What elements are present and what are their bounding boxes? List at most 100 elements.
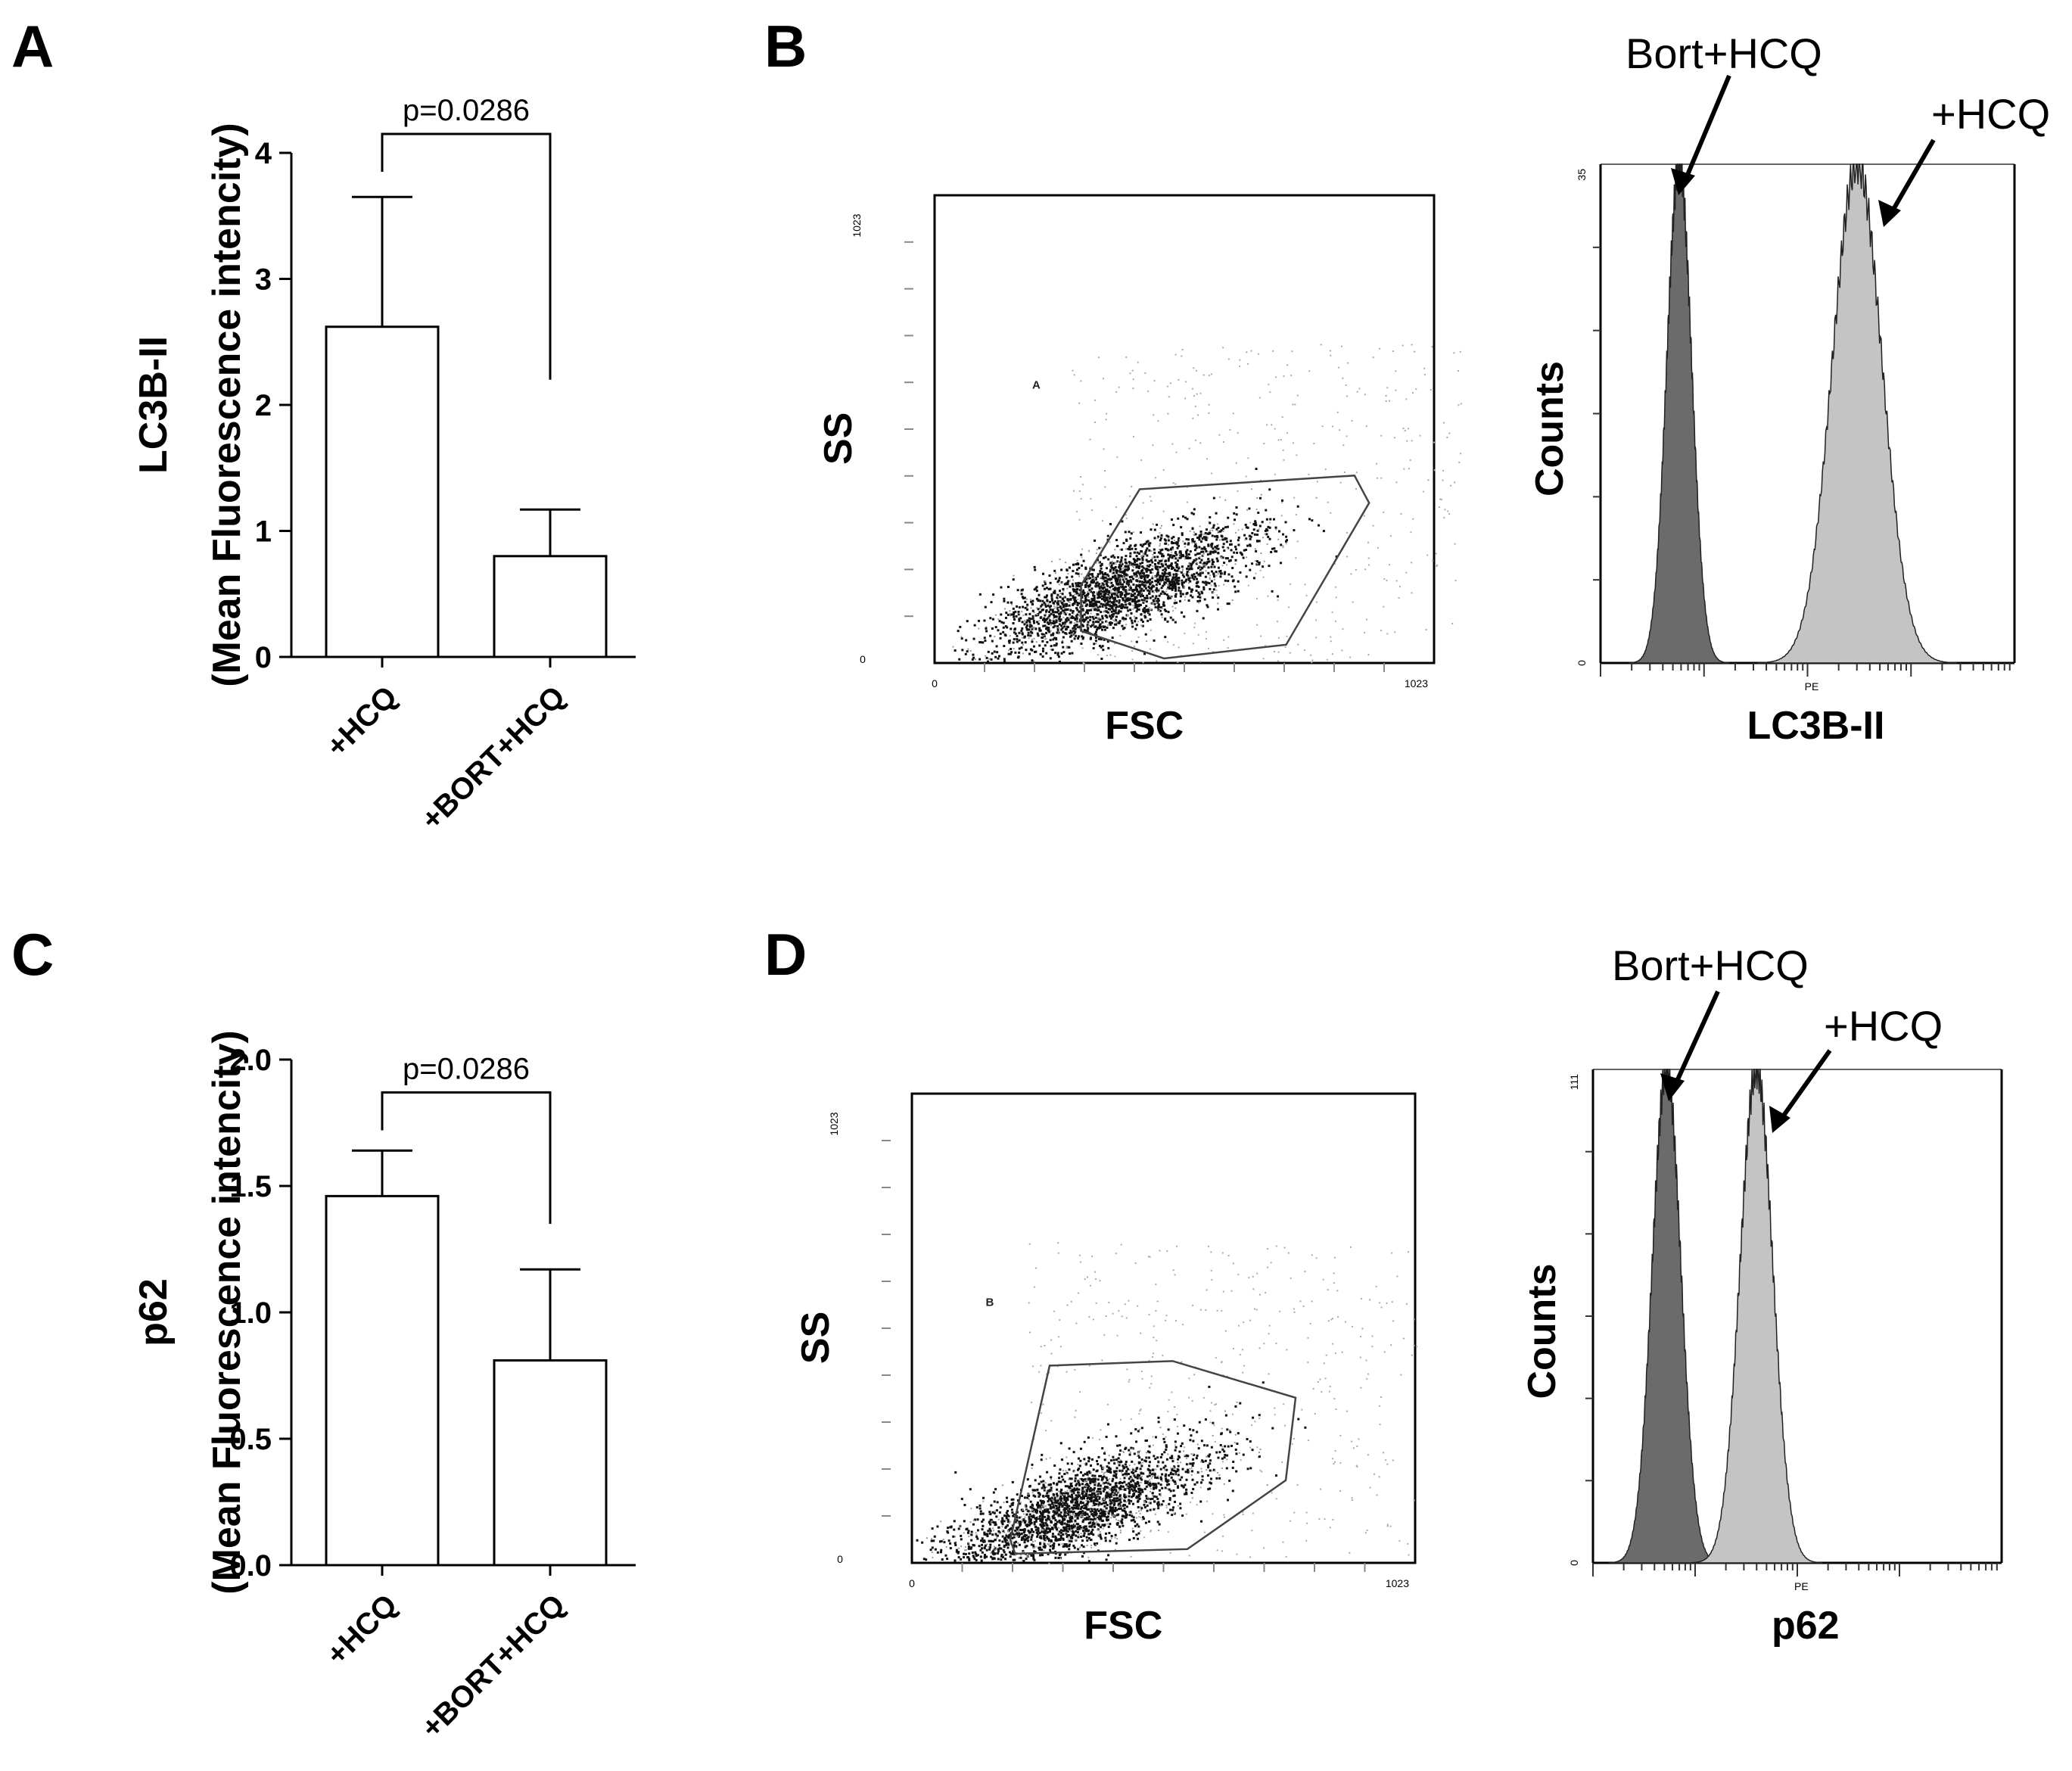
data-point [1154, 565, 1157, 568]
data-point [1131, 1471, 1134, 1474]
data-point [1114, 603, 1117, 606]
data-point [1077, 584, 1080, 587]
data-point [1174, 589, 1177, 592]
data-point [1227, 358, 1230, 360]
data-point [1139, 603, 1142, 606]
data-point [1243, 534, 1246, 537]
data-point [1173, 1480, 1176, 1483]
data-point [1078, 1468, 1081, 1471]
data-point [1044, 1545, 1047, 1548]
data-point [1241, 528, 1243, 531]
data-point [1149, 496, 1151, 498]
data-point [1151, 557, 1153, 559]
data-point [1295, 514, 1297, 516]
data-point [1082, 593, 1085, 596]
data-point [1114, 549, 1116, 551]
data-point [1119, 587, 1122, 590]
data-point [1014, 632, 1017, 635]
data-point [1075, 1530, 1078, 1533]
data-point [1134, 1520, 1137, 1524]
data-point [993, 1545, 995, 1548]
data-point [1346, 395, 1348, 397]
data-point [1157, 589, 1160, 592]
data-point [1187, 1470, 1190, 1473]
data-point [1028, 617, 1031, 620]
data-point [1092, 623, 1094, 625]
data-point [1209, 1487, 1212, 1490]
data-point [1085, 1500, 1087, 1502]
data-point [1257, 353, 1259, 355]
data-point [1106, 621, 1108, 623]
data-point [1066, 604, 1069, 607]
data-point [1196, 558, 1199, 560]
data-point [1162, 592, 1164, 594]
data-point [1131, 598, 1134, 601]
data-point [1118, 564, 1121, 567]
data-point [1152, 444, 1154, 447]
data-point [1102, 625, 1105, 628]
data-point [1146, 547, 1149, 550]
data-point [1142, 554, 1145, 557]
data-point [1239, 365, 1241, 367]
data-point [1022, 1531, 1025, 1534]
data-point [996, 651, 999, 654]
data-point [1096, 549, 1098, 551]
data-point [1076, 613, 1079, 616]
data-point [1112, 612, 1115, 615]
data-point [1275, 528, 1277, 531]
data-point [1207, 551, 1209, 553]
data-point [1181, 579, 1184, 582]
data-point [1215, 549, 1218, 551]
data-point [1162, 568, 1165, 571]
data-point [1122, 1524, 1125, 1527]
data-point [955, 1550, 958, 1553]
data-point [1157, 1504, 1160, 1507]
data-point [1103, 1473, 1105, 1475]
data-point [1108, 591, 1111, 594]
data-point [1199, 599, 1202, 602]
data-point [1130, 532, 1133, 535]
data-point [1196, 1430, 1199, 1433]
data-point [1103, 610, 1106, 612]
data-point [1247, 457, 1249, 459]
data-point [987, 1530, 990, 1533]
data-point [1235, 462, 1237, 464]
data-point [1109, 1483, 1112, 1486]
data-point [1227, 636, 1230, 638]
data-point [1009, 612, 1011, 615]
data-point [1173, 1469, 1176, 1472]
data-point [1183, 587, 1185, 589]
data-point [1122, 627, 1125, 630]
data-point [1006, 1500, 1009, 1503]
data-point [1059, 1536, 1062, 1539]
data-point [978, 641, 982, 644]
data-point [1138, 1428, 1140, 1430]
data-point [1023, 596, 1026, 599]
data-point [1197, 633, 1199, 636]
data-point [1146, 589, 1150, 592]
data-point [1062, 625, 1066, 628]
data-point [1105, 610, 1108, 613]
data-point [1290, 375, 1293, 377]
data-point [1135, 617, 1138, 620]
data-point [1139, 592, 1142, 595]
data-point [1084, 1477, 1087, 1480]
data-point [989, 1513, 992, 1516]
data-point [1084, 594, 1087, 597]
data-point [1054, 572, 1056, 574]
data-point [1031, 640, 1034, 643]
data-point [1112, 1477, 1115, 1480]
data-point [1164, 542, 1167, 545]
data-point [984, 605, 987, 608]
data-point [1275, 550, 1278, 553]
data-point [998, 1547, 1001, 1550]
data-point [1050, 1489, 1053, 1492]
data-point [1129, 562, 1132, 565]
data-point [1202, 562, 1206, 565]
data-point [1171, 551, 1173, 553]
data-point [1177, 1474, 1180, 1477]
data-point [1156, 537, 1159, 540]
data-point [1097, 561, 1100, 563]
data-point [1246, 526, 1249, 529]
